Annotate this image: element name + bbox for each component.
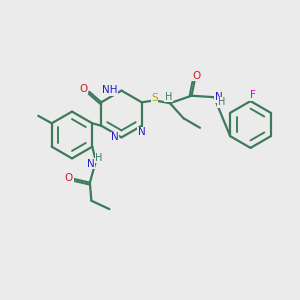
Text: O: O bbox=[80, 84, 88, 94]
Text: H: H bbox=[218, 97, 225, 107]
Text: H: H bbox=[165, 92, 172, 102]
Text: S: S bbox=[151, 93, 158, 103]
Text: N: N bbox=[87, 158, 94, 169]
Text: O: O bbox=[65, 172, 73, 183]
Text: N: N bbox=[111, 132, 119, 142]
Text: O: O bbox=[192, 70, 200, 81]
Text: F: F bbox=[250, 90, 256, 100]
Text: H: H bbox=[95, 152, 103, 163]
Text: N: N bbox=[215, 92, 223, 102]
Text: NH: NH bbox=[102, 85, 118, 95]
Text: N: N bbox=[138, 127, 146, 137]
